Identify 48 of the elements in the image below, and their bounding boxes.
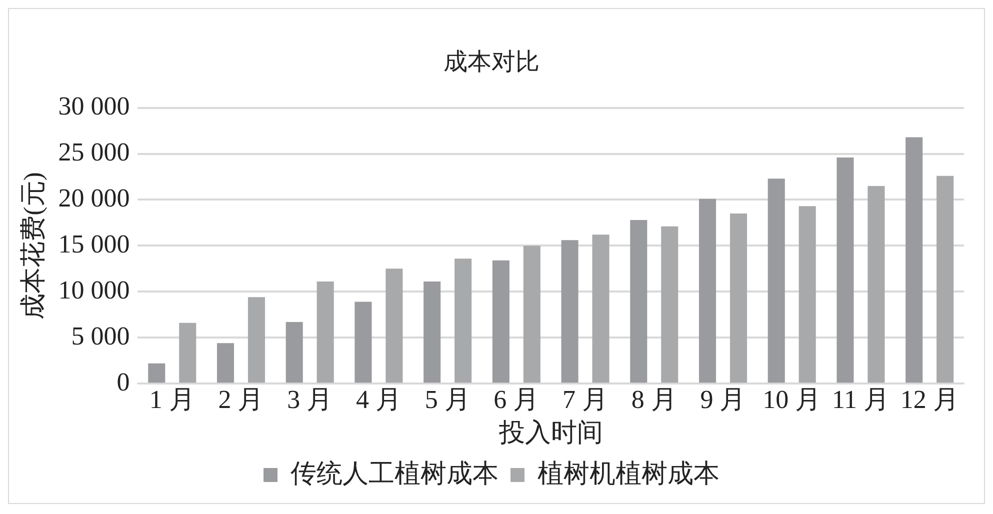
y-tick-label: 0 <box>116 367 130 396</box>
bar <box>424 282 441 383</box>
bar <box>179 322 196 383</box>
bar <box>354 302 372 383</box>
bar <box>630 220 648 383</box>
x-tick-label: 10 月 <box>762 385 822 414</box>
legend-label: 传统人工植树成本 <box>290 458 498 488</box>
x-tick-label: 1 月 <box>149 385 195 414</box>
bar <box>936 176 954 383</box>
y-tick-label: 15 000 <box>58 230 130 259</box>
bar <box>592 234 610 383</box>
y-tick-label: 30 000 <box>58 92 130 121</box>
bar <box>798 206 816 383</box>
x-tick-label: 7 月 <box>562 385 608 414</box>
bar <box>316 282 334 383</box>
y-tick-label: 5 000 <box>71 321 130 350</box>
bar <box>523 246 540 383</box>
bar <box>286 322 303 383</box>
bar <box>454 258 472 383</box>
y-tick-label: 20 000 <box>58 184 130 213</box>
bar <box>148 363 166 383</box>
bar <box>730 214 748 383</box>
y-tick-label: 25 000 <box>58 138 130 167</box>
bar <box>216 343 234 383</box>
bar <box>561 240 578 383</box>
y-tick-label: 10 000 <box>58 275 130 304</box>
x-axis-title: 投入时间 <box>498 418 603 448</box>
x-tick-label: 2 月 <box>218 385 264 414</box>
x-tick-label: 12 月 <box>900 385 959 414</box>
bar <box>836 157 854 383</box>
x-tick-label: 4 月 <box>356 385 402 414</box>
y-axis-title: 成本花费(元) <box>18 172 48 320</box>
bar <box>661 226 678 383</box>
chart-title: 成本对比 <box>444 50 540 76</box>
bar <box>906 137 923 383</box>
x-tick-label: 11 月 <box>832 385 890 414</box>
bar <box>386 268 403 383</box>
x-tick-label: 9 月 <box>700 385 746 414</box>
bar <box>492 260 510 383</box>
bar <box>768 178 785 383</box>
legend-label: 植树机植树成本 <box>538 458 720 488</box>
x-tick-label: 6 月 <box>494 385 540 414</box>
bar <box>698 198 716 383</box>
x-tick-label: 3 月 <box>287 385 333 414</box>
bar <box>868 186 885 383</box>
bar <box>248 297 265 383</box>
x-tick-label: 8 月 <box>631 385 677 414</box>
x-tick-label: 5 月 <box>424 385 470 414</box>
